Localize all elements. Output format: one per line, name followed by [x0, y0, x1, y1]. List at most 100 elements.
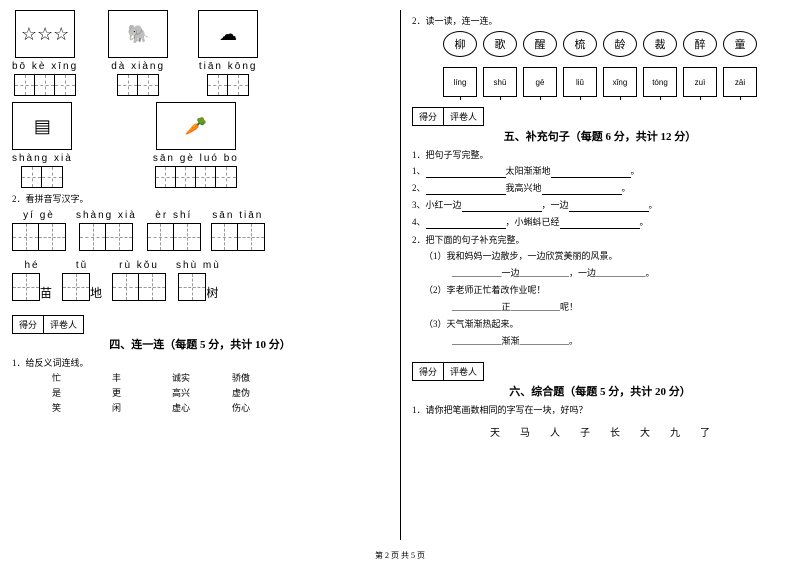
cloud-char: 裁 [643, 31, 677, 57]
cloud-char: 梳 [563, 31, 597, 57]
score-label: 得分 [413, 108, 444, 125]
char-grid[interactable] [147, 223, 201, 251]
text: 。 [640, 217, 649, 227]
section-5-header: 得分 评卷人 [412, 107, 788, 126]
elephant-icon: 🐘 [108, 10, 168, 58]
grader-label: 评卷人 [444, 363, 483, 380]
blank[interactable] [542, 185, 622, 195]
hz-block: rù kǒu [112, 257, 166, 301]
blank[interactable] [462, 202, 542, 212]
section-5-title: 五、补充句子（每题 6 分，共计 12 分） [412, 128, 788, 144]
leaf-pinyin: xǐng [603, 67, 637, 97]
char-grid[interactable] [79, 223, 133, 251]
hz-block: hé 苗 [12, 257, 52, 301]
text: 。 [622, 183, 631, 193]
grader-label: 评卷人 [44, 316, 83, 333]
pinyin-label: sān gè luó bo [153, 153, 239, 164]
pinyin-label: bō kè xīng [12, 61, 78, 72]
char-grid[interactable] [14, 74, 76, 96]
char-grid[interactable] [62, 273, 90, 301]
char-grid[interactable] [12, 273, 40, 301]
question-label: 2．看拼音写汉字。 [12, 192, 388, 205]
section-6-title: 六、综合题（每题 5 分，共计 20 分） [412, 383, 788, 399]
char: 长 [610, 424, 620, 439]
right-column: 2．读一读，连一连。 柳 歌 醒 梳 龄 裁 醉 童 líng shū gē l… [400, 0, 800, 565]
text: ，一边 [542, 200, 569, 210]
cloud-icon: ☁ [198, 10, 258, 58]
suffix-char: 地 [90, 284, 102, 301]
hz-block: èr shí [147, 207, 201, 251]
question-label: 1．把句子写完整。 [412, 148, 788, 161]
pinyin-label: yí gè [23, 210, 55, 221]
suffix-char: 树 [206, 284, 218, 301]
word: 是 [52, 386, 112, 399]
fill-line[interactable]: ___________一边___________，一边___________。 [412, 266, 788, 280]
pinyin-label: sān tiān [212, 210, 263, 221]
char-grid[interactable] [12, 223, 66, 251]
blank[interactable] [426, 219, 506, 229]
word: 虚心 [172, 401, 232, 414]
word: 更 [112, 386, 172, 399]
pic-block-carrot: 🥕 sān gè luó bo [153, 102, 239, 188]
char-grid[interactable] [155, 166, 237, 188]
hz-block: shàng xià [76, 207, 137, 251]
leaf-pinyin: liǔ [563, 67, 597, 97]
pair-row: 忙 丰 诚实 骄傲 [12, 371, 388, 384]
blank[interactable] [426, 185, 506, 195]
char-grid[interactable] [178, 273, 206, 301]
text: 小红一边 [426, 200, 462, 210]
page-footer: 第 2 页 共 5 页 [0, 550, 800, 561]
cloud-char: 龄 [603, 31, 637, 57]
char-grid[interactable] [112, 273, 166, 301]
char-grid[interactable] [117, 74, 159, 96]
char: 马 [520, 424, 530, 439]
pair-row: 笑 闲 虚心 伤心 [12, 401, 388, 414]
word: 丰 [112, 371, 172, 384]
word: 骄傲 [232, 371, 292, 384]
text: 我高兴地 [506, 183, 542, 193]
picture-row-1: ☆☆☆ bō kè xīng 🐘 dà xiàng ☁ tiān kōng [12, 10, 388, 96]
score-box: 得分 评卷人 [412, 362, 484, 381]
fill-line[interactable]: ___________正___________呢！ [412, 300, 788, 314]
pinyin-label: hé [24, 260, 39, 271]
pinyin-label: shù mù [176, 260, 221, 271]
leaf-pinyin: shū [483, 67, 517, 97]
blank[interactable] [551, 168, 631, 178]
blank[interactable] [560, 219, 640, 229]
char-grid[interactable] [207, 74, 249, 96]
question-label: 2．把下面的句子补充完整。 [412, 233, 788, 246]
suffix-char: 苗 [40, 284, 52, 301]
char: 九 [670, 424, 680, 439]
fill-line: （3）天气渐渐热起来。 [412, 317, 788, 331]
hz-block: tǔ 地 [62, 257, 102, 301]
text: 。 [649, 200, 658, 210]
text: 太阳渐渐地 [506, 166, 551, 176]
fill-line[interactable]: ___________渐渐___________。 [412, 334, 788, 348]
section-4-header: 得分 评卷人 [12, 315, 388, 334]
blank[interactable] [569, 202, 649, 212]
pair-row: 是 更 高兴 虚伪 [12, 386, 388, 399]
question-label: 1．给反义词连线。 [12, 356, 388, 369]
section-6-header: 得分 评卷人 [412, 362, 788, 381]
window-icon: ▤ [12, 102, 72, 150]
pinyin-label: shàng xià [12, 153, 73, 164]
pinyin-label: shàng xià [76, 210, 137, 221]
section-4-title: 四、连一连（每题 5 分，共计 10 分） [12, 336, 388, 352]
left-column: ☆☆☆ bō kè xīng 🐘 dà xiàng ☁ tiān kōng ▤ … [0, 0, 400, 565]
pinyin-label: dà xiàng [111, 61, 165, 72]
char: 人 [550, 424, 560, 439]
word: 伤心 [232, 401, 292, 414]
word: 笑 [52, 401, 112, 414]
antonym-pairs: 忙 丰 诚实 骄傲 是 更 高兴 虚伪 笑 闲 虚心 伤心 [12, 371, 388, 414]
hz-block: shù mù 树 [176, 257, 221, 301]
blank[interactable] [426, 168, 506, 178]
char: 大 [640, 424, 650, 439]
leaf-pinyin: zuì [683, 67, 717, 97]
pinyin-label: rù kǒu [119, 260, 159, 271]
char-grid[interactable] [211, 223, 265, 251]
fill-line: 3、小红一边，一边。 [412, 198, 788, 212]
leaf-row: líng shū gē liǔ xǐng tóng zuì zāi [412, 67, 788, 97]
char-grid[interactable] [21, 166, 63, 188]
item-num: 4、 [412, 217, 426, 227]
cloud-char: 柳 [443, 31, 477, 57]
